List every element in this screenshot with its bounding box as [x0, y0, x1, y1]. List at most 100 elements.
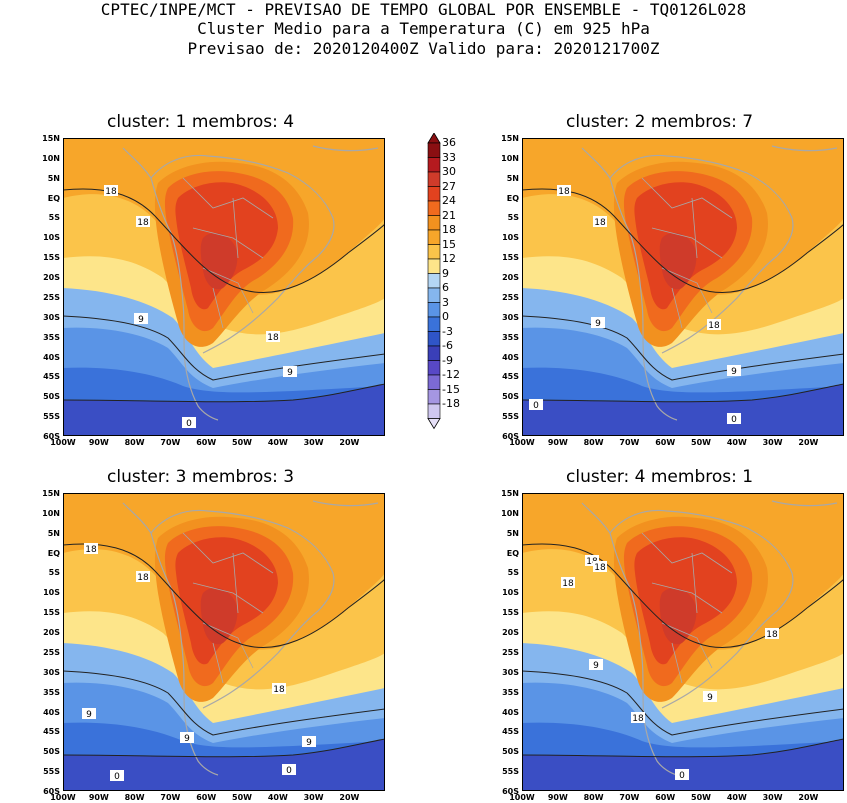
- map-frame: [522, 138, 844, 436]
- longitude-label: 60W: [196, 793, 217, 802]
- contour-label-text: 18: [137, 573, 149, 583]
- latitude-label: 50S: [43, 747, 60, 757]
- contour-label-text: 18: [562, 579, 574, 589]
- coastline: [122, 145, 379, 421]
- longitude-label: 100W: [50, 438, 76, 447]
- latitude-label: 60S: [43, 432, 60, 441]
- colorbar-tick-label: -6: [442, 339, 453, 352]
- colorbar-swatch: [427, 244, 441, 260]
- contour-9: [522, 315, 844, 381]
- longitude-label: 30W: [303, 793, 324, 802]
- temperature-map-1: 18 18 9 18 9 0: [63, 138, 385, 436]
- colorbar-top-arrow: [427, 132, 441, 144]
- longitude-label: 80W: [583, 793, 604, 802]
- longitude-label: 60W: [655, 438, 676, 447]
- contour-label: 18: [104, 185, 118, 197]
- latitude-label: 45S: [43, 372, 60, 382]
- colorbar-swatch: [427, 215, 441, 231]
- contour-label: 18: [765, 628, 779, 640]
- contour-label: 18: [585, 555, 599, 567]
- colorbar-tick-label: 12: [442, 252, 456, 265]
- coastline: [122, 500, 379, 776]
- country-borders: [182, 532, 274, 684]
- header-line-3: Previsao de: 2020120400Z Valido para: 20…: [187, 39, 660, 58]
- country-borders: [641, 177, 733, 329]
- latitude-label: 35S: [502, 332, 519, 342]
- header-line-2: Cluster Medio para a Temperatura (C) em …: [197, 19, 650, 38]
- latitude-label: 5S: [507, 568, 519, 578]
- colorbar-tick-label: 33: [442, 150, 456, 164]
- contour-18: [63, 543, 385, 648]
- latitude-label: 20S: [43, 273, 60, 283]
- latitude-label: EQ: [506, 193, 519, 203]
- latitude-label: 10S: [502, 233, 519, 243]
- contour-label-text: 18: [586, 557, 598, 567]
- contour-9: [63, 670, 385, 736]
- latitude-label: 15N: [501, 489, 519, 498]
- temperature-map-2: 18 18 9 18 9 0 0: [522, 138, 844, 436]
- colorbar-swatch: [427, 142, 441, 158]
- contour-label-text: 18: [594, 563, 606, 573]
- colorbar-swatch: [427, 229, 441, 245]
- map-panel-cluster-2: 18 18 9 18 9 0 0: [522, 138, 844, 436]
- colorbar-swatch: [427, 273, 441, 289]
- latitude-label: 45S: [43, 727, 60, 737]
- contour-label-text: 9: [86, 710, 92, 720]
- longitude-label: 50W: [232, 438, 252, 447]
- latitude-label: 30S: [502, 667, 519, 677]
- contour-label-text: 0: [679, 771, 685, 781]
- colorbar-tick-label: -18: [442, 397, 460, 410]
- colorbar-tick-label: -12: [442, 368, 460, 381]
- latitude-label: 15N: [42, 134, 60, 143]
- latitude-label: 50S: [43, 392, 60, 402]
- temperature-shading-cold-ocean-deep: [522, 739, 844, 791]
- temperature-shading-cold-ocean-deep: [63, 739, 385, 791]
- contour-label: 18: [136, 216, 150, 228]
- longitude-label: 20W: [798, 793, 819, 802]
- contour-label-text: 0: [533, 401, 539, 411]
- latitude-label: 45S: [502, 727, 519, 737]
- latitude-label: 5N: [506, 173, 519, 183]
- colorbar-swatch: [427, 287, 441, 303]
- latitude-label: 15S: [43, 253, 60, 263]
- colorbar-swatches: [427, 132, 441, 430]
- longitude-label: 20W: [339, 793, 360, 802]
- longitude-label: 70W: [160, 438, 181, 447]
- panel-title-3: cluster: 3 membros: 3: [107, 467, 295, 487]
- contour-label: 9: [589, 659, 603, 671]
- coastline: [581, 145, 838, 421]
- latitude-label: 25S: [43, 292, 60, 302]
- contour-label: 9: [591, 317, 605, 329]
- longitude-label: 30W: [762, 438, 783, 447]
- contour-label: 18: [84, 543, 98, 555]
- contour-label: 0: [282, 764, 296, 776]
- contour-label: 9: [82, 708, 96, 720]
- contour-label-text: 18: [267, 333, 279, 343]
- contour-label: 9: [703, 691, 717, 703]
- contour-label-text: 18: [766, 630, 778, 640]
- coastline: [581, 500, 838, 776]
- colorbar-swatch: [427, 302, 441, 318]
- longitude-label: 50W: [691, 438, 711, 447]
- colorbar-tick-label: -9: [442, 353, 453, 367]
- contour-label: 9: [134, 313, 148, 325]
- longitude-label: 90W: [88, 438, 109, 447]
- contour-label-text: 9: [595, 319, 601, 329]
- contour-18: [522, 543, 844, 648]
- longitude-label: 30W: [303, 438, 324, 447]
- contour-label: 9: [283, 366, 297, 378]
- contour-label: 0: [727, 413, 741, 425]
- latitude-label: 55S: [502, 767, 519, 777]
- contour-label-text: 9: [593, 661, 599, 671]
- latitude-label: 40S: [43, 707, 60, 717]
- longitude-label: 90W: [547, 793, 568, 802]
- contour-label-text: 9: [287, 368, 293, 378]
- latitude-label: 10S: [43, 588, 60, 598]
- contour-label-text: 9: [707, 693, 713, 703]
- latitude-label: 55S: [502, 412, 519, 422]
- contour-label: 18: [557, 185, 571, 197]
- contour-label: 18: [707, 319, 721, 331]
- colorbar-swatch: [427, 258, 441, 274]
- colorbar-swatch: [427, 345, 441, 361]
